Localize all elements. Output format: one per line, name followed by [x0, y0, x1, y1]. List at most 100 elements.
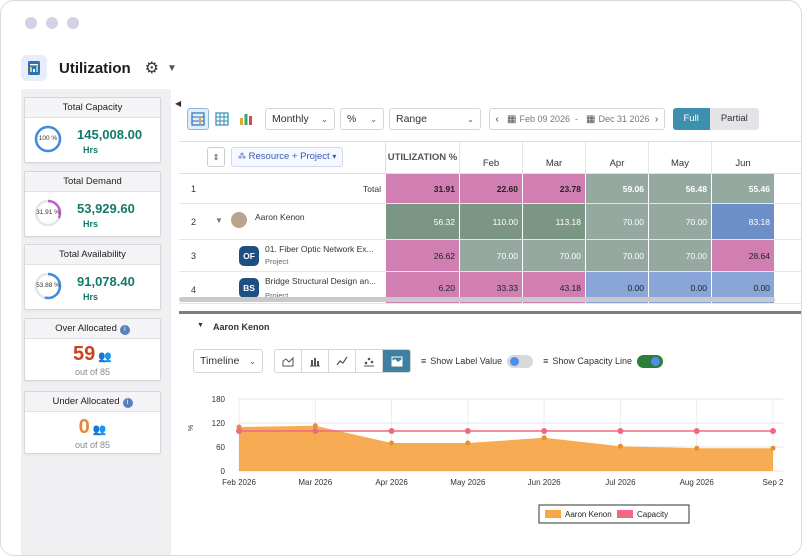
area-series-aaron-kenon	[239, 425, 773, 471]
capacity-point	[236, 428, 242, 434]
partial-button[interactable]: Partial	[709, 108, 759, 130]
row-type: Project	[265, 257, 289, 266]
table-view-icon[interactable]	[211, 108, 233, 130]
start-date-input[interactable]: Feb 09 2026	[519, 114, 570, 124]
card-title: Under Allocated	[52, 396, 120, 407]
label-value-switch[interactable]	[507, 354, 534, 368]
main-panel: ◀ Monthly ⌄ % ⌄ Range ⌄ ‹ ▦ Feb 09 2026 - ▦…	[173, 89, 801, 555]
month-cell: 70.00	[585, 240, 648, 271]
x-tick-label: Jul 2026	[605, 478, 636, 487]
scatter-chart-icon[interactable]	[356, 350, 383, 372]
view-select[interactable]: Timeline ⌄	[193, 349, 263, 373]
detail-section-header[interactable]: ▼ Aaron Kenon	[179, 311, 801, 339]
show-label-value-toggle[interactable]: ≡ Show Label Value	[421, 354, 534, 368]
data-point	[389, 440, 395, 446]
row-type: Project	[265, 291, 289, 300]
group-icon: ⁂	[238, 152, 246, 161]
range-select[interactable]: Range ⌄	[389, 108, 481, 130]
utilization-grid: ⇕ ⁂ Resource + Project ▾ UTILIZATION % F…	[179, 141, 801, 307]
app-header: Utilization ⚙ ▼	[21, 53, 177, 83]
data-point	[312, 423, 318, 429]
next-range-icon[interactable]: ›	[654, 113, 659, 125]
month-header: Apr	[585, 142, 648, 174]
project-badge: BS	[239, 278, 259, 298]
month-header: Mar	[522, 142, 585, 174]
table-row[interactable]: 1 Total 31.91 22.60 23.78 59.06 56.48 55…	[179, 174, 801, 204]
info-icon[interactable]: i	[122, 398, 133, 408]
card-title: Total Availability	[25, 245, 160, 265]
row-number: 3	[191, 251, 197, 261]
utilization-column-header[interactable]: UTILIZATION %	[385, 142, 459, 174]
legend-swatch	[545, 510, 561, 518]
y-axis-label: %	[188, 425, 195, 431]
page-title: Utilization	[59, 59, 131, 77]
project-badge: OF	[239, 246, 259, 266]
month-header: Feb	[459, 142, 522, 174]
x-tick-label: Jun 2026	[528, 478, 561, 487]
window-close-dot[interactable]	[25, 17, 37, 29]
month-cell: 28.64	[711, 240, 774, 271]
month-cell: 23.78	[522, 174, 585, 203]
chevron-down-icon[interactable]: ▼	[215, 216, 223, 225]
data-point	[617, 443, 623, 449]
full-partial-toggle: Full Partial	[672, 108, 759, 130]
date-range-picker: ‹ ▦ Feb 09 2026 - ▦ Dec 31 2026 ›	[489, 108, 665, 130]
card-title: Over Allocated	[55, 323, 117, 334]
horizontal-scrollbar[interactable]	[179, 297, 775, 302]
window-maximize-dot[interactable]	[67, 17, 79, 29]
bar-chart-view-icon[interactable]	[235, 108, 257, 130]
data-point	[694, 445, 700, 451]
area-chart-icon[interactable]	[275, 350, 302, 372]
prev-range-icon[interactable]: ‹	[495, 113, 499, 125]
y-tick-label: 60	[216, 443, 225, 452]
window-minimize-dot[interactable]	[46, 17, 58, 29]
total-availability-card: Total Availability 53.88 % 91,078.40 Hrs	[24, 244, 161, 310]
filter-lines-icon: ≡	[543, 356, 549, 366]
month-cell: 110.00	[459, 204, 522, 239]
table-row[interactable]: 2 ▼ Aaron Kenon 56.32 110.00 113.18 70.0…	[179, 204, 801, 240]
end-date-input[interactable]: Dec 31 2026	[598, 114, 650, 124]
info-icon[interactable]: i	[119, 325, 130, 335]
chart-toolbar: Timeline ⌄ ≡ Show Label Value ≡ Show Capa…	[193, 349, 663, 373]
chevron-down-icon[interactable]: ▼	[167, 62, 177, 74]
chevron-down-icon[interactable]: ▼	[197, 322, 204, 329]
month-cell: 70.00	[459, 240, 522, 271]
full-button[interactable]: Full	[672, 108, 710, 130]
stacked-area-chart-icon[interactable]	[383, 350, 410, 372]
table-row[interactable]: 3 OF 01. Fiber Optic Network Ex... Proje…	[179, 240, 801, 272]
month-cell: 55.46	[711, 174, 774, 203]
x-tick-label: Feb 2026	[222, 478, 256, 487]
capacity-line-switch[interactable]	[636, 354, 663, 368]
unit-select[interactable]: % ⌄	[340, 108, 384, 130]
users-icon: 👥	[98, 351, 112, 363]
chart-type-group	[274, 349, 411, 373]
line-chart-icon[interactable]	[329, 350, 356, 372]
calendar-icon[interactable]: ▦	[507, 113, 517, 125]
card-unit: Hrs	[83, 292, 99, 302]
chevron-down-icon: ⌄	[467, 114, 474, 124]
over-allocated-card[interactable]: Over Allocated i 59 👥 out of 85	[24, 318, 161, 381]
month-cell: 70.00	[648, 240, 711, 271]
chevron-down-icon: ⌄	[370, 114, 377, 124]
row-label: Total	[363, 184, 381, 194]
x-tick-label: Mar 2026	[298, 478, 332, 487]
calendar-icon[interactable]: ▦	[586, 113, 596, 125]
under-allocated-count: 0	[78, 416, 90, 438]
period-select[interactable]: Monthly ⌄	[265, 108, 335, 130]
month-cell: 70.00	[522, 240, 585, 271]
bar-chart-icon[interactable]	[302, 350, 329, 372]
month-header: May	[648, 142, 711, 174]
under-allocated-card[interactable]: Under Allocated i 0 👥 out of 85	[24, 391, 161, 454]
grid-chart-view-icon[interactable]	[187, 108, 209, 130]
show-capacity-line-toggle[interactable]: ≡ Show Capacity Line	[543, 354, 663, 368]
card-value: 91,078.40	[77, 274, 135, 289]
detail-title: Aaron Kenon	[213, 322, 270, 332]
gear-icon[interactable]: ⚙	[144, 60, 160, 77]
collapse-sidebar-icon[interactable]: ◀	[175, 99, 182, 108]
month-cell: 113.18	[522, 204, 585, 239]
expand-collapse-icon[interactable]: ⇕	[207, 147, 225, 167]
month-cell: 22.60	[459, 174, 522, 203]
group-by-button[interactable]: ⁂ Resource + Project ▾	[231, 147, 344, 167]
x-tick-label: Apr 2026	[375, 478, 408, 487]
